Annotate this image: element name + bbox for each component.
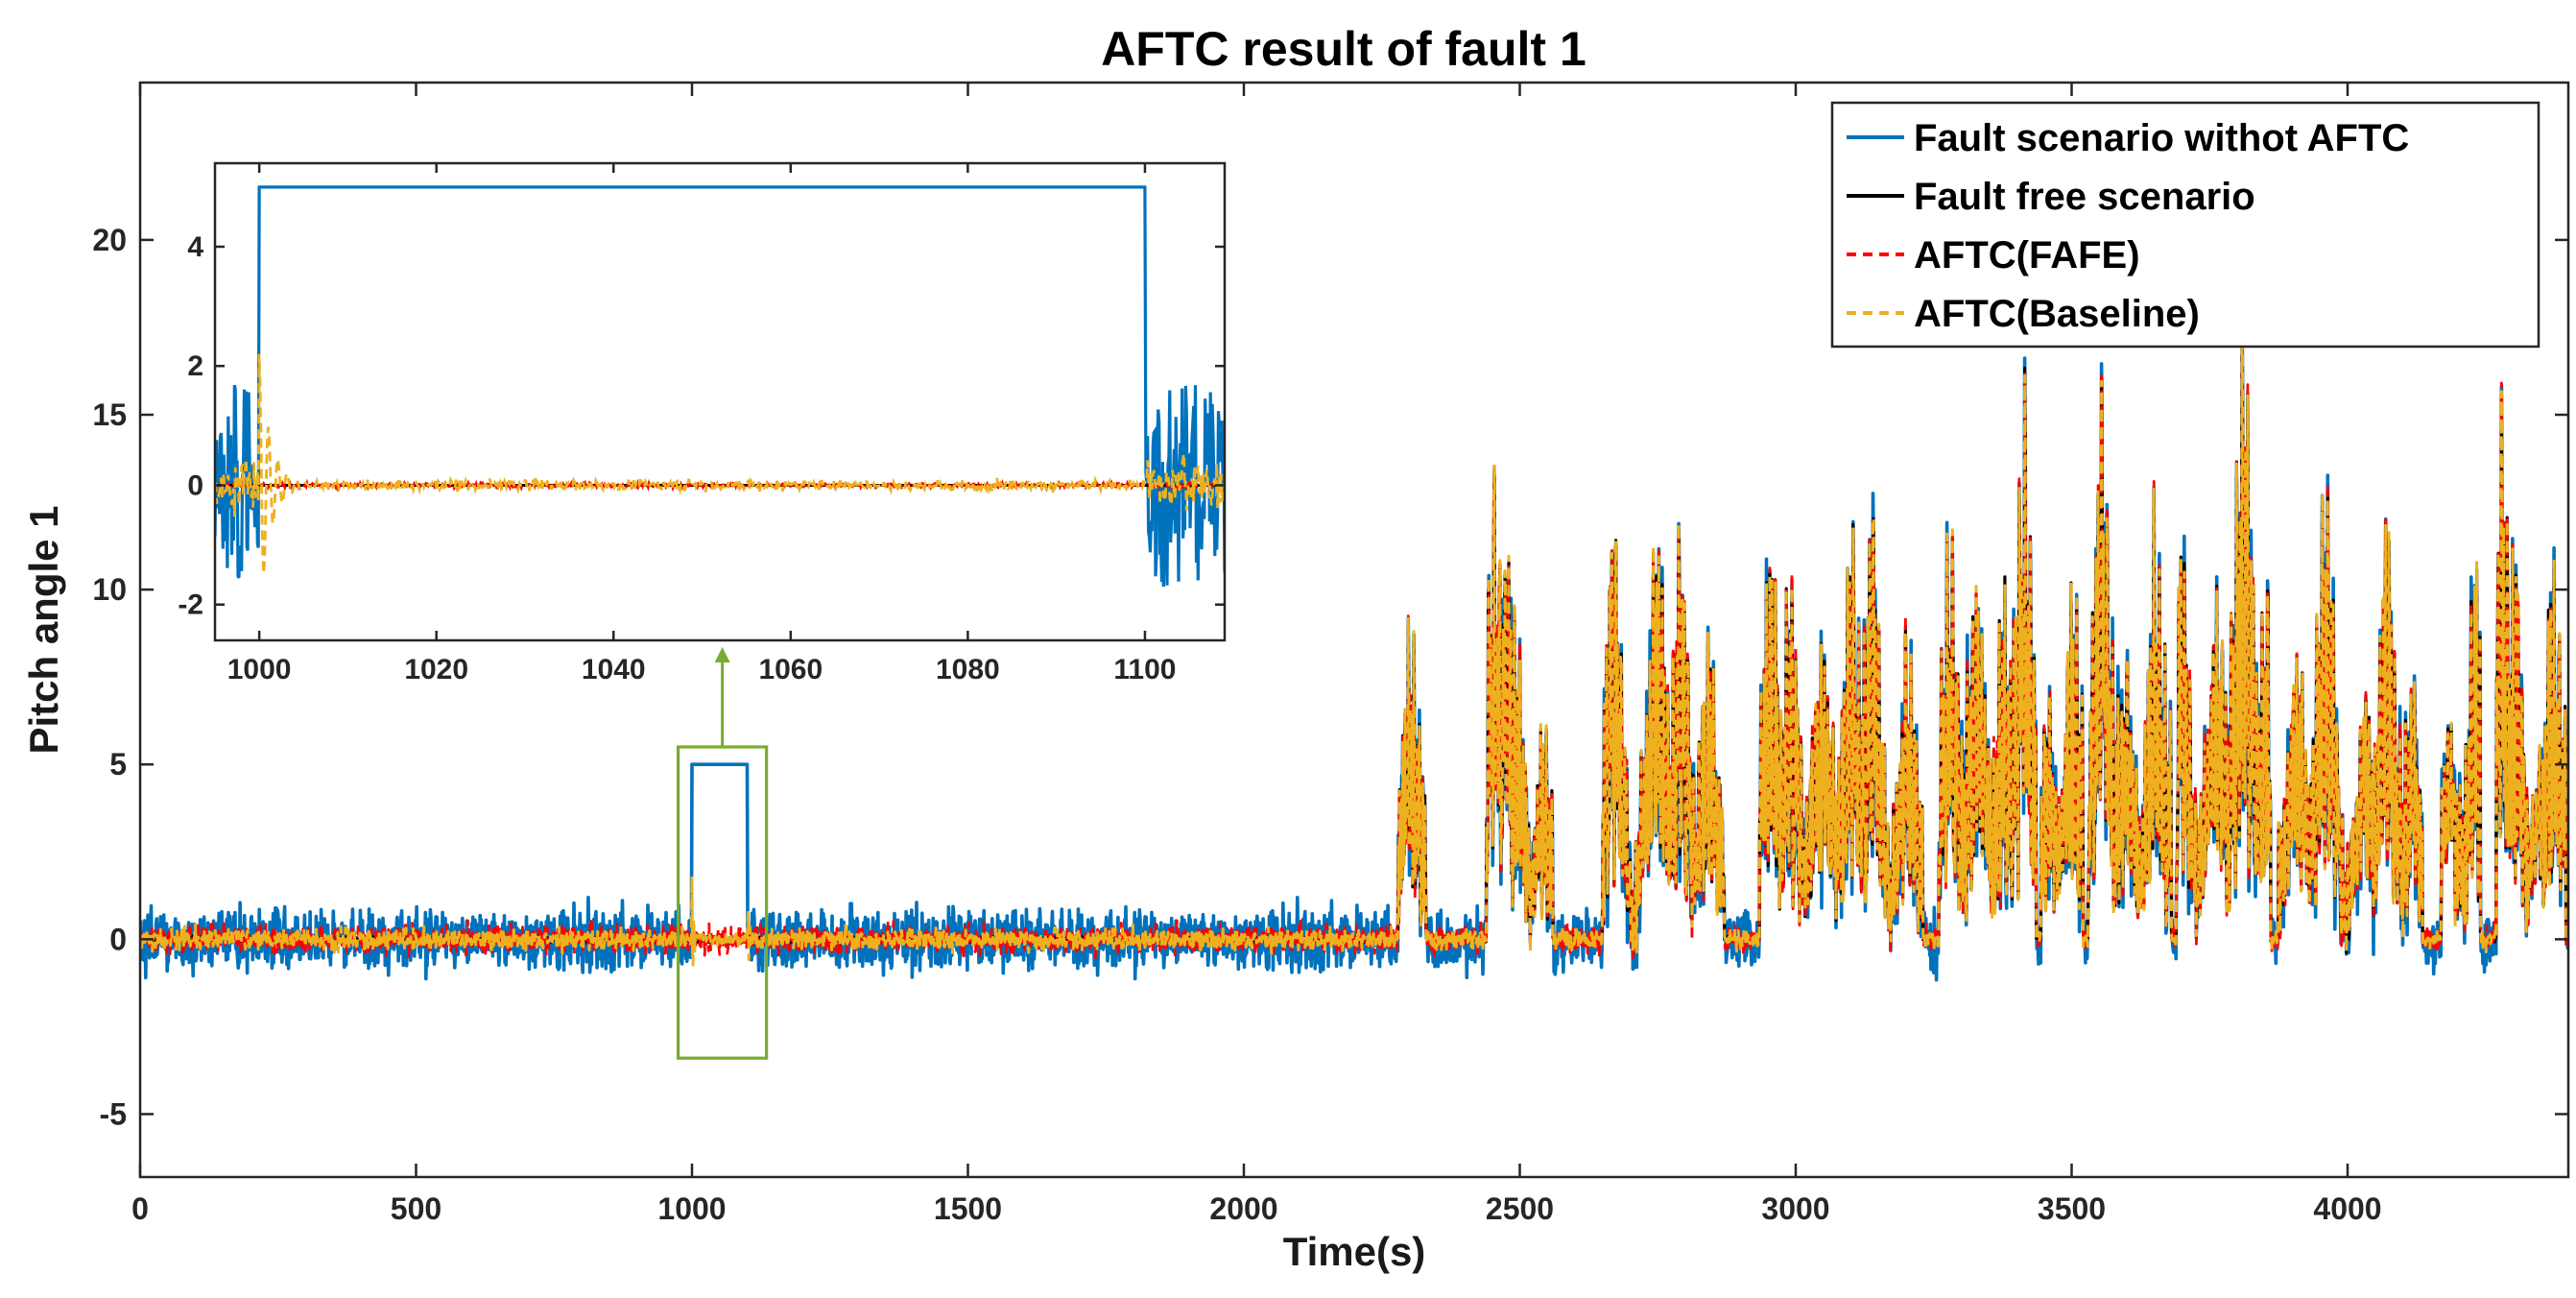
inset-y-tick-label: 0 — [187, 469, 203, 501]
inset-y-tick-label: 4 — [187, 231, 203, 263]
y-axis-label: Pitch angle 1 — [21, 505, 66, 754]
inset-frame — [213, 161, 1227, 642]
y-tick-label: 5 — [109, 747, 127, 781]
y-tick-label: 20 — [92, 223, 127, 257]
x-tick-label: 2000 — [1209, 1191, 1277, 1226]
x-tick-label: 4000 — [2313, 1191, 2381, 1226]
inset-line-fault-without-aftc — [215, 185, 1225, 588]
zoom-highlight — [677, 647, 769, 1060]
x-tick-label: 0 — [131, 1191, 149, 1226]
inset-plot-area — [215, 163, 1225, 640]
legend-entry-aftc-baseline-label: AFTC(Baseline) — [1914, 293, 2200, 335]
inset-axes-ticks: 1000 1020 1040 1060 1080 1100 -2 0 2 4 — [178, 163, 1225, 685]
x-tick-label: 3500 — [2038, 1191, 2106, 1226]
legend-entry-fault-without-aftc-label: Fault scenario withot AFTC — [1914, 117, 2409, 159]
y-tick-label: 10 — [92, 572, 127, 607]
inset-y-tick-label: -2 — [178, 589, 203, 621]
legend: Fault scenario withot AFTC Fault free sce… — [1830, 101, 2540, 349]
legend-box — [1830, 101, 2540, 349]
zoom-arrow-head — [714, 647, 730, 662]
x-tick-label: 1000 — [657, 1191, 726, 1226]
chart-title: AFTC result of fault 1 — [1101, 22, 1586, 76]
legend-entry-fault-free-label: Fault free scenario — [1914, 176, 2255, 218]
x-tick-label: 1500 — [934, 1191, 1002, 1226]
series-line-aftc-baseline — [140, 276, 2568, 967]
y-tick-label: 15 — [92, 397, 127, 432]
y-tick-label: 0 — [109, 922, 127, 956]
plot-frame — [138, 81, 2570, 1179]
inset-x-tick-label: 1060 — [758, 654, 823, 685]
legend-entry-aftc-fafe-label: AFTC(FAFE) — [1914, 234, 2140, 276]
inset-y-tick-label: 2 — [187, 350, 203, 382]
main-axes-ticks: 0 500 1000 1500 2000 2500 3000 3500 4000 -5 0 5 10 15… — [92, 83, 2568, 1226]
main-series-layer — [140, 276, 2568, 982]
x-tick-label: 500 — [391, 1191, 441, 1226]
inset-x-tick-label: 1020 — [404, 654, 468, 685]
inset-x-tick-label: 1040 — [582, 654, 646, 685]
inset-series-layer — [215, 185, 1225, 588]
inset-x-tick-label: 1080 — [936, 654, 1000, 685]
x-axis-label: Time(s) — [1283, 1229, 1426, 1274]
y-tick-label: -5 — [100, 1096, 127, 1131]
inset-x-tick-label: 1000 — [227, 654, 292, 685]
inset-x-tick-label: 1100 — [1113, 654, 1176, 685]
inset-line-aftc-baseline — [215, 353, 1225, 574]
x-tick-label: 3000 — [1761, 1191, 1829, 1226]
x-tick-label: 2500 — [1486, 1191, 1554, 1226]
